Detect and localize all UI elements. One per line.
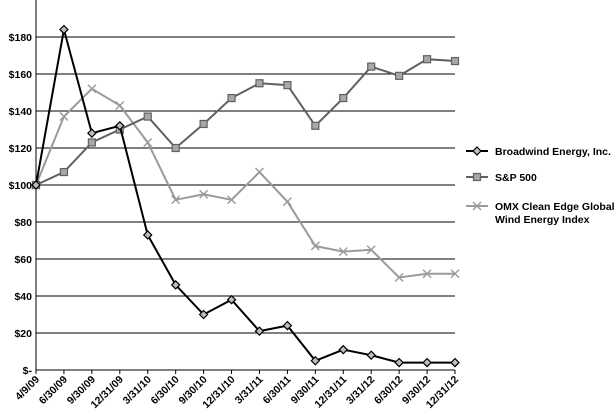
legend-marker [472, 146, 482, 156]
data-point [87, 128, 97, 139]
y-tick-label: $20 [14, 328, 32, 340]
data-point [170, 280, 181, 290]
data-point [366, 350, 377, 361]
legend-label: S&P 500 [495, 172, 537, 184]
x-axis: 4/9/096/30/099/30/0912/31/093/31/106/30/… [13, 369, 461, 410]
data-point [310, 241, 320, 251]
x-tick-label: 6/30/12 [372, 374, 405, 407]
data-point [142, 230, 153, 240]
data-point [422, 269, 432, 279]
y-tick-label: $180 [9, 32, 33, 44]
series-1 [31, 55, 460, 190]
data-point [199, 119, 208, 129]
legend-item-2: OMX Clean Edge Global Wind Energy Index [466, 201, 615, 226]
data-point [227, 195, 237, 205]
y-tick-label: $120 [9, 143, 33, 155]
data-point [143, 137, 153, 147]
legend-label: Broadwind Energy, Inc. [495, 146, 611, 158]
series-0 [31, 24, 460, 368]
y-tick-label: $140 [9, 106, 33, 118]
data-point [199, 189, 209, 199]
data-point [422, 357, 432, 368]
data-point [114, 120, 125, 131]
legend-marker [472, 201, 482, 211]
x-tick-label: 6/30/10 [149, 374, 182, 407]
data-point [283, 80, 292, 90]
data-point [338, 344, 349, 355]
x-tick-label: 6/30/11 [261, 374, 294, 407]
data-point [59, 24, 69, 35]
data-point [87, 84, 97, 94]
y-tick-label: $80 [14, 217, 32, 229]
legend-item-1: S&P 500 [466, 172, 537, 184]
data-point [366, 245, 376, 255]
data-point [450, 269, 460, 279]
legend-item-0: Broadwind Energy, Inc. [466, 146, 611, 158]
x-tick-label: 6/30/09 [37, 374, 70, 407]
y-tick-label: $100 [9, 180, 33, 192]
data-point [59, 112, 69, 122]
y-tick-label: $- [23, 365, 33, 377]
series-line [35, 29, 455, 364]
data-point [255, 79, 264, 88]
data-point [171, 195, 181, 205]
data-point [171, 143, 180, 153]
plot-area [31, 24, 460, 368]
data-point [254, 167, 264, 177]
series-line [35, 58, 456, 186]
legend-label: OMX Clean Edge Global Wind Energy Index [495, 201, 615, 226]
data-point [311, 121, 320, 130]
gridlines [36, 36, 455, 371]
data-point [198, 309, 209, 320]
data-point [395, 71, 404, 80]
data-point [450, 56, 460, 66]
data-point [143, 112, 152, 121]
data-point [87, 138, 96, 147]
data-point [115, 100, 125, 110]
data-point [226, 294, 237, 305]
legend-marker [472, 172, 482, 182]
data-point [367, 62, 376, 71]
series-2 [31, 84, 460, 282]
data-point [282, 320, 293, 331]
data-point [310, 355, 321, 366]
data-point [254, 326, 265, 336]
data-point [338, 247, 348, 257]
data-point [422, 55, 432, 64]
data-point [394, 357, 404, 368]
data-point [31, 180, 41, 190]
y-tick-label: $160 [9, 69, 33, 81]
y-tick-label: $60 [14, 254, 32, 266]
y-axis: $- $20 $40 $60 $80 $100 $120 $140 $160 $180 [9, 0, 37, 377]
data-point [282, 197, 292, 207]
y-tick-label: $40 [14, 291, 32, 303]
x-tick-label: 3/31/10 [121, 374, 154, 407]
data-point [59, 167, 69, 177]
series-line [35, 87, 455, 279]
data-point [227, 93, 236, 103]
data-point [339, 93, 348, 103]
data-point [450, 357, 460, 368]
x-tick-label: 3/31/11 [233, 374, 266, 407]
x-tick-label: 3/31/12 [344, 374, 377, 407]
legend: Broadwind Energy, Inc. S&P 500 OMX Clean E… [466, 146, 615, 226]
data-point [394, 273, 404, 282]
